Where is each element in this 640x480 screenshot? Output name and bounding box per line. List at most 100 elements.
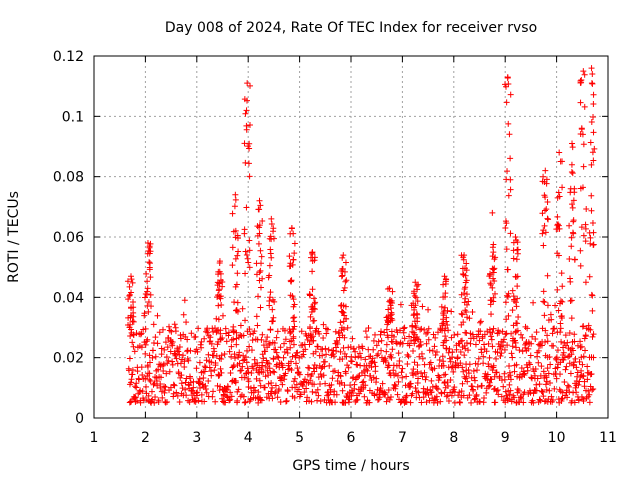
data-point: [129, 367, 136, 374]
data-point: [539, 230, 546, 237]
data-point: [552, 355, 559, 362]
data-point: [457, 360, 464, 367]
data-point: [218, 369, 225, 376]
data-point: [307, 313, 314, 320]
data-point: [560, 349, 567, 356]
data-point: [304, 336, 311, 343]
data-point: [519, 334, 526, 341]
data-point: [284, 388, 291, 395]
data-point: [202, 382, 209, 389]
data-point: [382, 358, 389, 365]
data-point: [268, 379, 275, 386]
data-point: [269, 318, 276, 325]
data-point: [487, 280, 494, 287]
data-point: [540, 288, 547, 295]
data-point: [298, 328, 305, 335]
data-point: [243, 97, 250, 104]
data-point: [232, 378, 239, 385]
data-point: [242, 270, 249, 277]
data-point: [481, 331, 488, 338]
data-point: [145, 308, 152, 315]
data-point: [306, 292, 313, 299]
data-point: [237, 367, 244, 374]
data-point: [177, 374, 184, 381]
data-point: [580, 232, 587, 239]
data-point: [503, 220, 510, 227]
data-point: [361, 393, 368, 400]
data-point: [277, 399, 284, 406]
data-point: [586, 229, 593, 236]
data-point: [126, 292, 133, 299]
data-point: [242, 370, 249, 377]
data-point: [425, 325, 432, 332]
data-point: [507, 387, 514, 394]
data-point: [247, 395, 254, 402]
data-point: [137, 331, 144, 338]
data-point: [566, 360, 573, 367]
data-point: [245, 378, 252, 385]
data-point: [246, 343, 253, 350]
data-point: [172, 352, 179, 359]
data-point: [265, 380, 272, 387]
data-point: [195, 325, 202, 332]
data-point: [460, 319, 467, 326]
data-point: [383, 326, 390, 333]
data-point: [303, 398, 310, 405]
data-point: [470, 367, 477, 374]
data-point: [304, 394, 311, 401]
data-point: [150, 381, 157, 388]
data-point: [126, 399, 133, 406]
data-point: [250, 384, 257, 391]
data-point: [463, 373, 470, 380]
data-point: [315, 392, 322, 399]
data-point: [378, 337, 385, 344]
data-point: [175, 370, 182, 377]
data-point: [542, 381, 549, 388]
data-point: [170, 390, 177, 397]
data-point: [440, 281, 447, 288]
data-point: [501, 376, 508, 383]
data-point: [342, 259, 349, 266]
data-point: [515, 387, 522, 394]
data-point: [143, 383, 150, 390]
data-point: [137, 387, 144, 394]
data-point: [509, 343, 516, 350]
data-point: [456, 398, 463, 405]
data-point: [268, 221, 275, 228]
data-point: [434, 386, 441, 393]
data-point: [370, 374, 377, 381]
data-point: [410, 300, 417, 307]
data-point: [470, 387, 477, 394]
data-point: [513, 237, 520, 244]
data-point: [291, 250, 298, 257]
data-point: [383, 341, 390, 348]
data-point: [146, 376, 153, 383]
data-point: [450, 368, 457, 375]
data-point: [234, 270, 241, 277]
data-point: [288, 224, 295, 231]
data-point: [144, 288, 151, 295]
data-point: [411, 318, 418, 325]
data-point: [429, 383, 436, 390]
data-point: [502, 224, 509, 231]
data-point: [212, 362, 219, 369]
data-point: [272, 382, 279, 389]
data-point: [582, 347, 589, 354]
data-point: [339, 265, 346, 272]
data-point: [158, 374, 165, 381]
data-point: [442, 371, 449, 378]
data-point: [588, 291, 595, 298]
data-point: [386, 396, 393, 403]
data-point: [202, 386, 209, 393]
data-point: [567, 278, 574, 285]
data-point: [423, 399, 430, 406]
data-point: [415, 336, 422, 343]
data-point: [569, 140, 576, 147]
x-tick-label: 6: [347, 430, 356, 446]
data-point: [517, 331, 524, 338]
data-point: [313, 364, 320, 371]
data-point: [406, 333, 413, 340]
data-point: [362, 382, 369, 389]
data-point: [556, 225, 563, 232]
data-point: [305, 364, 312, 371]
